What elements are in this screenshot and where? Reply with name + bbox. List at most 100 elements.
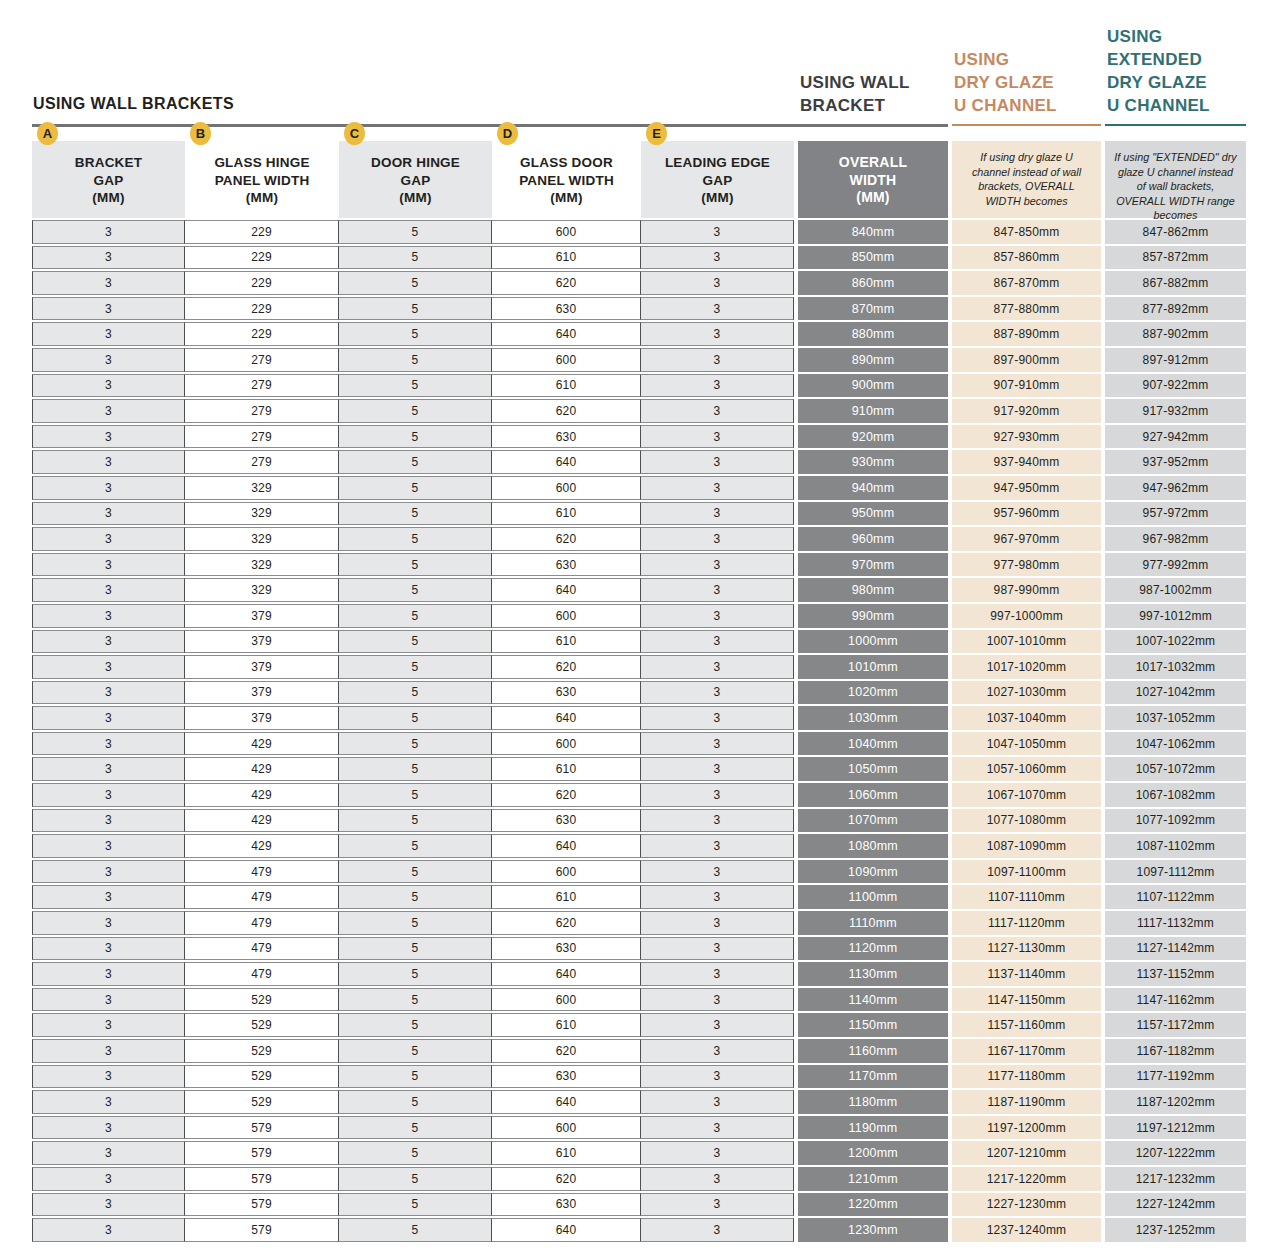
cell-leading-edge-gap: 3 [641,988,794,1012]
cell-extended-dry-glaze-overall-width: 897-912mm [1105,348,1246,372]
cell-overall-width: 920mm [798,425,948,449]
cell-dry-glaze-overall-width: 1027-1030mm [952,681,1101,705]
cell-extended-dry-glaze-overall-width: 1017-1032mm [1105,655,1246,679]
table-row: 3529561031150mm1157-1160mm1157-1172mm [32,1013,1246,1037]
cell-glass-hinge-panel-width: 329 [185,578,339,602]
cell-overall-width: 910mm [798,399,948,423]
table-row: 3479563031120mm1127-1130mm1127-1142mm [32,937,1246,961]
cell-bracket-gap: 3 [32,246,185,270]
cell-door-hinge-gap: 5 [339,732,492,756]
cell-glass-hinge-panel-width: 279 [185,399,339,423]
column-header-overall-width: OVERALL WIDTH (MM) [798,141,948,218]
table-row: 3579560031190mm1197-1200mm1197-1212mm [32,1116,1246,1140]
cell-dry-glaze-overall-width: 987-990mm [952,578,1101,602]
cell-glass-door-panel-width: 620 [492,783,641,807]
cell-glass-hinge-panel-width: 229 [185,271,339,295]
cell-glass-door-panel-width: 640 [492,450,641,474]
table-row: 322956103850mm857-860mm857-872mm [32,246,1246,270]
cell-bracket-gap: 3 [32,271,185,295]
cell-door-hinge-gap: 5 [339,297,492,321]
cell-door-hinge-gap: 5 [339,911,492,935]
table-row: 3529564031180mm1187-1190mm1187-1202mm [32,1090,1246,1114]
cell-leading-edge-gap: 3 [641,1039,794,1063]
cell-extended-dry-glaze-overall-width: 1087-1102mm [1105,834,1246,858]
cell-glass-hinge-panel-width: 229 [185,246,339,270]
cell-glass-hinge-panel-width: 229 [185,322,339,346]
cell-leading-edge-gap: 3 [641,860,794,884]
cell-extended-dry-glaze-overall-width: 877-892mm [1105,297,1246,321]
cell-door-hinge-gap: 5 [339,527,492,551]
cell-glass-door-panel-width: 620 [492,1039,641,1063]
cell-extended-dry-glaze-overall-width: 1227-1242mm [1105,1193,1246,1217]
cell-dry-glaze-overall-width: 897-900mm [952,348,1101,372]
cell-extended-dry-glaze-overall-width: 997-1012mm [1105,604,1246,628]
cell-door-hinge-gap: 5 [339,450,492,474]
cell-leading-edge-gap: 3 [641,706,794,730]
cell-dry-glaze-overall-width: 1077-1080mm [952,809,1101,833]
cell-bracket-gap: 3 [32,322,185,346]
cell-leading-edge-gap: 3 [641,1090,794,1114]
cell-extended-dry-glaze-overall-width: 1187-1202mm [1105,1090,1246,1114]
cell-door-hinge-gap: 5 [339,937,492,961]
cell-extended-dry-glaze-overall-width: 1117-1132mm [1105,911,1246,935]
cell-door-hinge-gap: 5 [339,425,492,449]
column-letter-badge-b: B [190,122,211,145]
cell-glass-hinge-panel-width: 579 [185,1218,339,1242]
table-row: 3429563031070mm1077-1080mm1077-1092mm [32,809,1246,833]
cell-bracket-gap: 3 [32,630,185,654]
cell-overall-width: 1110mm [798,911,948,935]
table-row: 332956103950mm957-960mm957-972mm [32,502,1246,526]
cell-bracket-gap: 3 [32,681,185,705]
cell-overall-width: 1210mm [798,1167,948,1191]
cell-extended-dry-glaze-overall-width: 967-982mm [1105,527,1246,551]
cell-glass-hinge-panel-width: 379 [185,630,339,654]
cell-door-hinge-gap: 5 [339,1013,492,1037]
cell-door-hinge-gap: 5 [339,988,492,1012]
cell-bracket-gap: 3 [32,348,185,372]
cell-glass-door-panel-width: 620 [492,911,641,935]
cell-bracket-gap: 3 [32,476,185,500]
cell-overall-width: 840mm [798,220,948,244]
cell-glass-door-panel-width: 600 [492,860,641,884]
cell-dry-glaze-overall-width: 1007-1010mm [952,630,1101,654]
cell-glass-door-panel-width: 640 [492,962,641,986]
cell-glass-door-panel-width: 640 [492,706,641,730]
cell-overall-width: 1230mm [798,1218,948,1242]
cell-bracket-gap: 3 [32,578,185,602]
cell-glass-door-panel-width: 620 [492,271,641,295]
cell-glass-hinge-panel-width: 479 [185,962,339,986]
heading-using-dry-glaze-u-channel: USING DRY GLAZE U CHANNEL [954,48,1057,117]
cell-glass-hinge-panel-width: 479 [185,885,339,909]
cell-dry-glaze-overall-width: 1057-1060mm [952,757,1101,781]
cell-glass-hinge-panel-width: 279 [185,348,339,372]
table-body: 322956003840mm847-850mm847-862mm32295610… [32,220,1246,1244]
cell-overall-width: 1000mm [798,630,948,654]
cell-bracket-gap: 3 [32,297,185,321]
cell-extended-dry-glaze-overall-width: 957-972mm [1105,502,1246,526]
cell-dry-glaze-overall-width: 927-930mm [952,425,1101,449]
cell-door-hinge-gap: 5 [339,604,492,628]
cell-overall-width: 1220mm [798,1193,948,1217]
cell-extended-dry-glaze-overall-width: 1027-1042mm [1105,681,1246,705]
cell-overall-width: 1190mm [798,1116,948,1140]
cell-dry-glaze-overall-width: 1097-1100mm [952,860,1101,884]
cell-leading-edge-gap: 3 [641,1218,794,1242]
cell-dry-glaze-overall-width: 947-950mm [952,476,1101,500]
cell-dry-glaze-overall-width: 957-960mm [952,502,1101,526]
cell-glass-door-panel-width: 610 [492,246,641,270]
table-row: 327956303920mm927-930mm927-942mm [32,425,1246,449]
cell-dry-glaze-overall-width: 1147-1150mm [952,988,1101,1012]
cell-extended-dry-glaze-overall-width: 857-872mm [1105,246,1246,270]
table-row: 332956403980mm987-990mm987-1002mm [32,578,1246,602]
cell-overall-width: 1180mm [798,1090,948,1114]
cell-door-hinge-gap: 5 [339,322,492,346]
cell-extended-dry-glaze-overall-width: 1097-1112mm [1105,860,1246,884]
cell-leading-edge-gap: 3 [641,604,794,628]
cell-dry-glaze-overall-width: 1127-1130mm [952,937,1101,961]
cell-glass-door-panel-width: 610 [492,1141,641,1165]
cell-glass-hinge-panel-width: 279 [185,374,339,398]
cell-overall-width: 1070mm [798,809,948,833]
cell-dry-glaze-overall-width: 1137-1140mm [952,962,1101,986]
cell-bracket-gap: 3 [32,425,185,449]
cell-extended-dry-glaze-overall-width: 1237-1252mm [1105,1218,1246,1242]
